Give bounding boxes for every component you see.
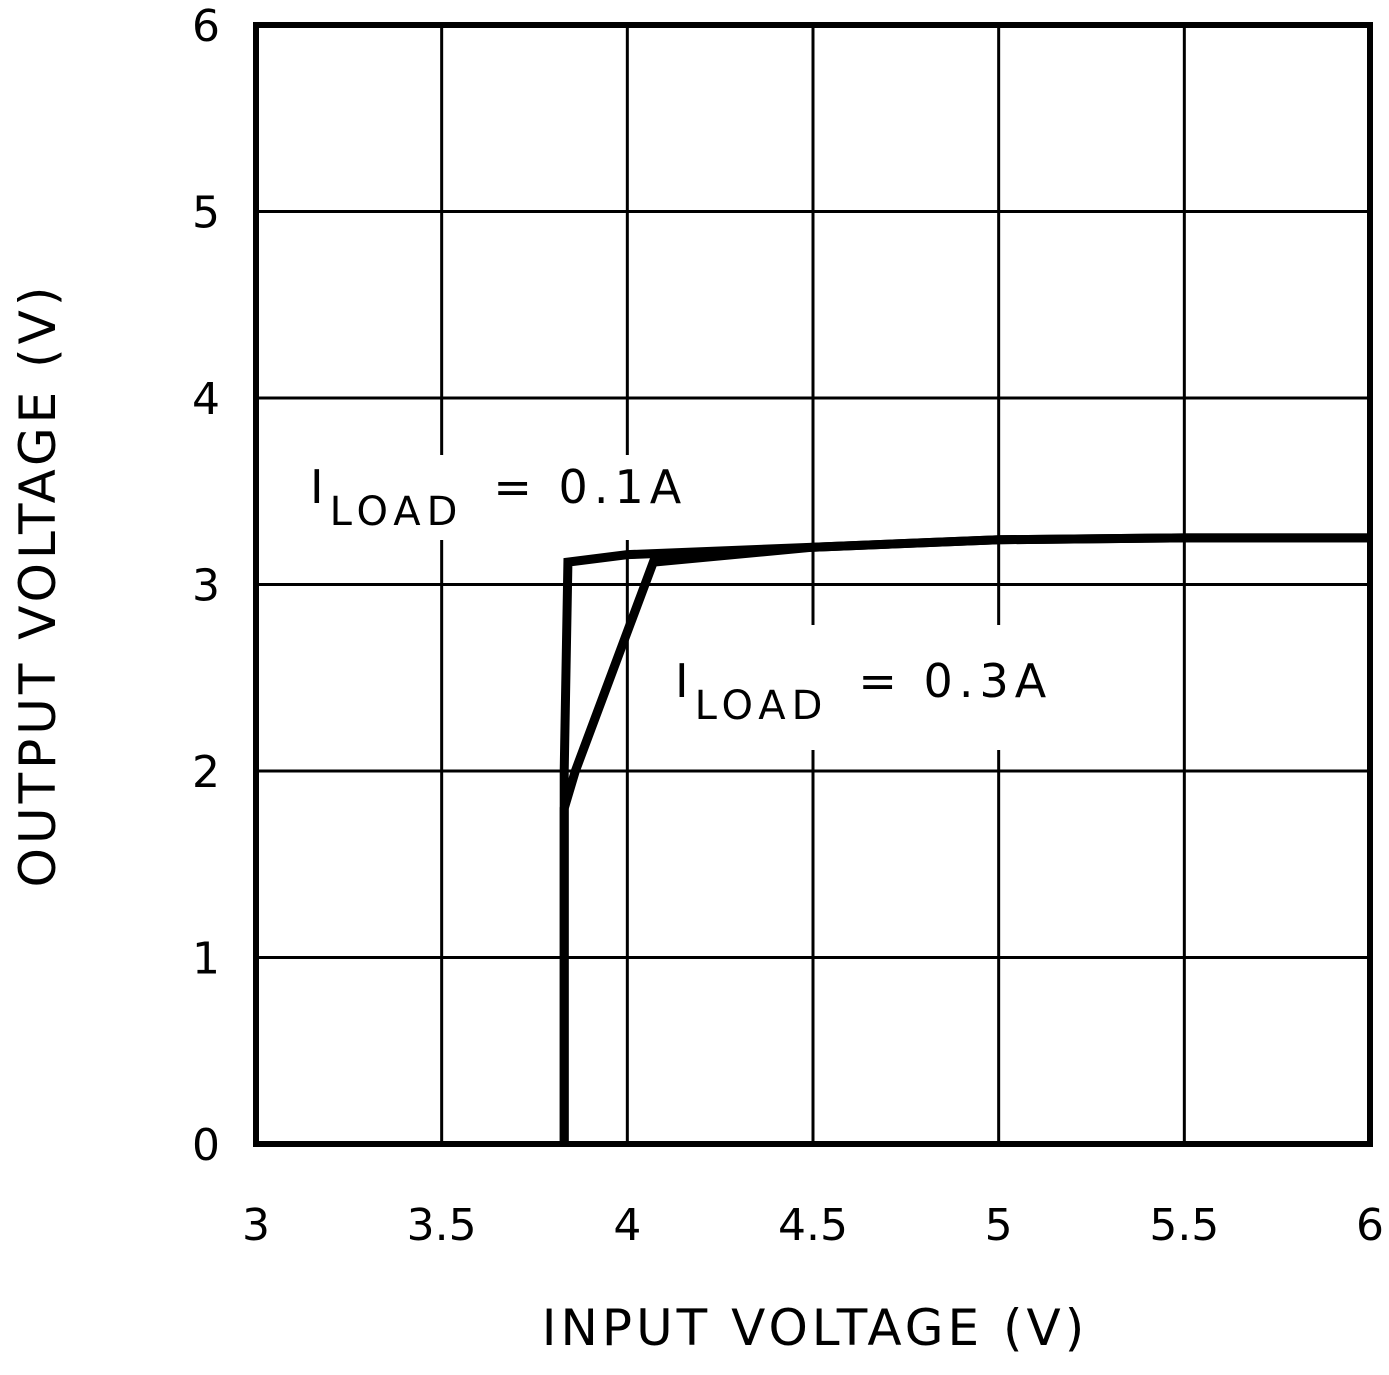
x-tick-label: 5 (985, 1200, 1013, 1251)
y-tick-label: 5 (192, 188, 220, 239)
x-tick-label: 4 (613, 1200, 641, 1251)
annotation-bg (300, 455, 710, 540)
y-tick-label: 0 (192, 1120, 220, 1171)
annotation-bg (665, 625, 1075, 750)
annotation-main: I (675, 654, 695, 708)
series-line (559, 533, 1370, 1144)
annotation-main: I (310, 460, 330, 514)
y-tick-label: 4 (192, 374, 220, 425)
x-axis-title: INPUT VOLTAGE (V) (542, 1299, 1088, 1357)
y-tick-label: 2 (192, 747, 220, 798)
annotation-sub: LOAD (695, 683, 829, 729)
x-tick-label: 4.5 (778, 1200, 848, 1251)
y-tick-label: 6 (192, 1, 220, 52)
lines (559, 533, 1370, 1144)
plot-frame (253, 22, 1373, 1147)
y-axis-title: OUTPUT VOLTAGE (V) (9, 283, 67, 888)
x-tick-label: 6 (1356, 1200, 1384, 1251)
annotation: ILOAD = 0.1A (310, 460, 687, 535)
x-tick-label: 3.5 (407, 1200, 477, 1251)
annotation-rest: = 0.3A (858, 654, 1052, 708)
x-tick-label: 5.5 (1149, 1200, 1219, 1251)
grid (253, 22, 1373, 1147)
annotation-rest: = 0.1A (493, 460, 687, 514)
y-tick-label: 1 (192, 934, 220, 985)
annotation-sub: LOAD (330, 489, 464, 535)
x-tick-label: 3 (242, 1200, 270, 1251)
y-tick-label: 3 (192, 561, 220, 612)
annotation: ILOAD = 0.3A (675, 654, 1052, 729)
